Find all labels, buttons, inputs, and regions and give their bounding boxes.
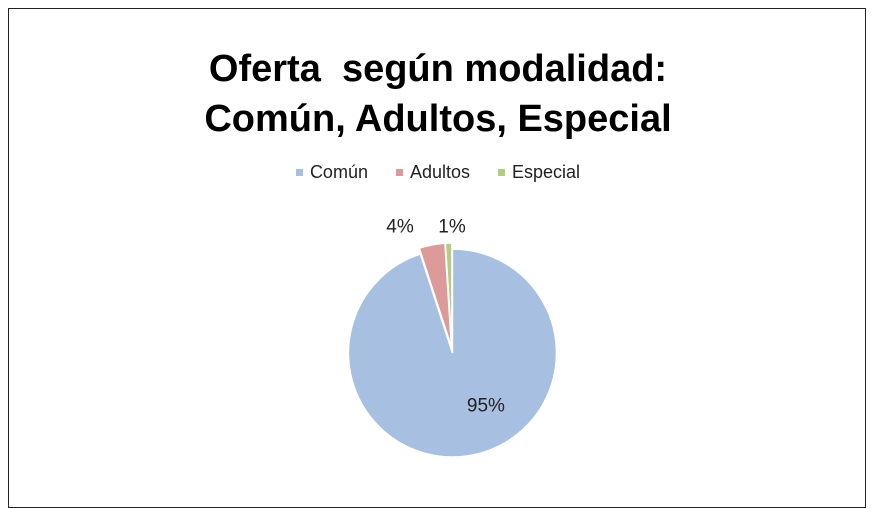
- legend-item: Especial: [498, 162, 580, 183]
- data-label: 4%: [386, 216, 414, 237]
- data-label: 1%: [438, 216, 466, 237]
- legend-swatch: [395, 169, 403, 176]
- legend-swatch: [498, 169, 506, 176]
- legend-label: Especial: [512, 162, 581, 182]
- legend-label: Adultos: [409, 162, 471, 182]
- page: Oferta según modalidad: Común, Adultos, …: [0, 8, 876, 508]
- pie-slice: [347, 248, 558, 458]
- legend-swatch: [295, 169, 303, 176]
- legend-item: Común: [295, 162, 368, 183]
- chart-title: Oferta según modalidad: Común, Adultos, …: [204, 48, 672, 140]
- legend: Común Adultos Especial: [0, 162, 876, 183]
- chart: 95% 4% 1%: [347, 216, 558, 458]
- legend-item: Adultos: [395, 162, 471, 183]
- legend-label: Común: [309, 162, 368, 182]
- data-label: 95%: [467, 396, 505, 417]
- pie-slice: [444, 242, 453, 348]
